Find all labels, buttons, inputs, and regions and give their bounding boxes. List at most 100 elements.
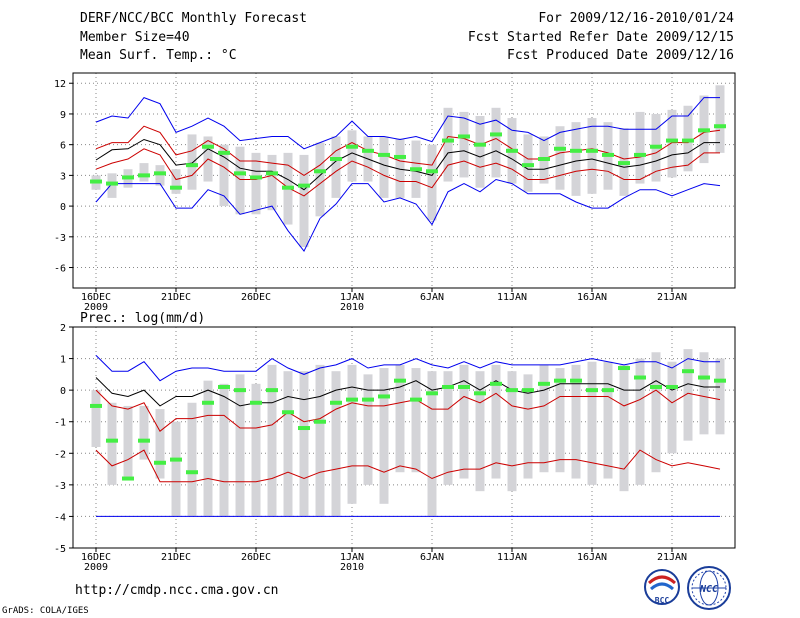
spread-box (379, 136, 389, 198)
y-tick-label: -3 (54, 233, 66, 244)
spread-box (443, 107, 453, 182)
spread-box (299, 371, 309, 517)
observation-marker (378, 394, 390, 399)
spread-box (539, 364, 549, 473)
spread-box (267, 364, 277, 517)
x-tick-year-label: 2009 (84, 302, 108, 313)
spread-box (155, 409, 165, 479)
spread-box (331, 136, 341, 198)
observation-marker (602, 152, 614, 157)
spread-box (523, 134, 533, 192)
observation-marker (586, 388, 598, 393)
observation-marker (138, 173, 150, 178)
variable-label: Mean Surf. Temp.: °C (80, 48, 237, 63)
produced-date: Fcst Produced Date 2009/12/16 (507, 48, 734, 63)
observation-marker (90, 179, 102, 184)
observation-marker (714, 378, 726, 383)
spread-box (523, 374, 533, 479)
ncc-logo: NCC (687, 566, 731, 610)
observation-marker (426, 169, 438, 174)
ensemble-mean-line (95, 138, 720, 191)
y-tick-label: 6 (60, 141, 66, 152)
observation-marker (650, 144, 662, 149)
observation-marker (650, 384, 662, 389)
spread-box (635, 111, 645, 184)
observation-marker (426, 391, 438, 396)
grads-credit: GrADS: COLA/IGES (2, 606, 89, 616)
observation-marker (90, 403, 102, 408)
spread-box (107, 173, 117, 198)
spread-box (171, 169, 181, 194)
spread-box (251, 383, 261, 517)
spread-box (587, 118, 597, 194)
x-tick-label: 21DEC (161, 292, 191, 303)
observation-marker (282, 410, 294, 415)
x-tick-label: 21JAN (657, 552, 687, 563)
observation-marker (714, 124, 726, 129)
spread-box (139, 405, 149, 460)
chart-title: DERF/NCC/BCC Monthly Forecast (80, 11, 307, 26)
lower-percentile-line (95, 449, 721, 483)
x-tick-year-label: 2010 (340, 302, 364, 313)
spread-box (155, 165, 165, 186)
y-tick-label: -6 (54, 264, 66, 275)
x-tick-label: 11JAN (497, 552, 527, 563)
observation-marker (346, 144, 358, 149)
spread-box (683, 349, 693, 441)
spread-box (283, 371, 293, 517)
x-tick-label: 16JAN (577, 292, 607, 303)
y-tick-label: -3 (54, 481, 66, 492)
observation-marker (314, 169, 326, 174)
observation-marker (170, 457, 182, 462)
x-tick-label: 16DEC (81, 552, 111, 563)
observation-marker (442, 384, 454, 389)
forecast-period: For 2009/12/16-2010/01/24 (538, 11, 734, 26)
x-tick-label: 26DEC (241, 552, 271, 563)
observation-marker (202, 400, 214, 405)
observation-marker (522, 163, 534, 168)
observation-marker (378, 152, 390, 157)
observation-marker (346, 397, 358, 402)
member-size: Member Size=40 (80, 30, 190, 45)
observation-marker (314, 419, 326, 424)
y-tick-label: 9 (60, 110, 66, 121)
observation-marker (602, 388, 614, 393)
observation-marker (586, 148, 598, 153)
y-tick-label: 0 (60, 386, 66, 397)
spread-box (475, 116, 485, 188)
footer-url[interactable]: http://cmdp.ncc.cma.gov.cn (75, 583, 279, 598)
y-tick-label: -5 (54, 544, 66, 555)
max-line (95, 355, 720, 382)
observation-marker (330, 400, 342, 405)
upper-percentile-line (95, 389, 721, 432)
spread-box (571, 122, 581, 196)
observation-marker (266, 171, 278, 176)
spread-box (459, 111, 469, 178)
max-line (95, 97, 720, 150)
spread-box (619, 364, 629, 492)
spread-box (587, 361, 597, 485)
spread-box (475, 371, 485, 492)
observation-marker (410, 397, 422, 402)
observation-marker (682, 138, 694, 143)
observation-marker (538, 157, 550, 161)
x-tick-label: 1JAN (340, 552, 364, 563)
x-tick-label: 11JAN (497, 292, 527, 303)
observation-marker (106, 438, 118, 443)
x-tick-label: 1JAN (340, 292, 364, 303)
upper-percentile-line (95, 125, 721, 176)
x-tick-year-label: 2010 (340, 562, 364, 573)
spread-box (363, 374, 373, 485)
observation-marker (282, 185, 294, 190)
x-tick-label: 16JAN (577, 552, 607, 563)
observation-marker (442, 138, 454, 143)
precip-panel-title: Prec.: log(mm/d) (80, 311, 205, 326)
observation-marker (330, 157, 342, 161)
observation-marker (634, 375, 646, 380)
plot-frame-0 (72, 72, 736, 289)
spread-box (315, 364, 325, 517)
observation-marker (410, 167, 422, 172)
spread-box (187, 402, 197, 517)
observation-marker (154, 171, 166, 176)
observation-marker (570, 148, 582, 153)
